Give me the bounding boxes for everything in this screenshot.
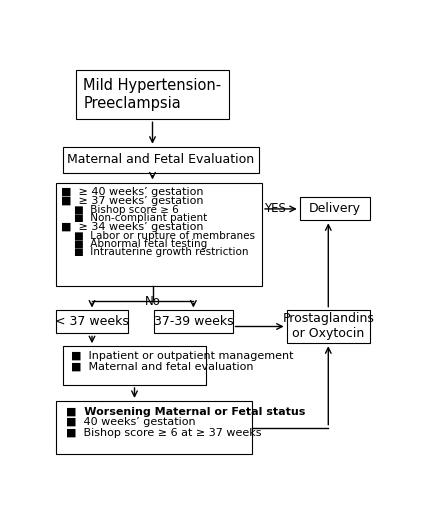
Text: YES: YES	[264, 202, 285, 215]
Text: ■  ≥ 40 weeks’ gestation: ■ ≥ 40 weeks’ gestation	[61, 187, 203, 197]
Text: Delivery: Delivery	[309, 202, 361, 215]
Text: ■  Intrauterine growth restriction: ■ Intrauterine growth restriction	[74, 247, 249, 257]
FancyBboxPatch shape	[62, 147, 259, 173]
FancyBboxPatch shape	[56, 183, 262, 286]
Text: ■  Non-compliant patient: ■ Non-compliant patient	[74, 213, 207, 223]
Text: < 37 weeks: < 37 weeks	[55, 315, 129, 329]
Text: No: No	[145, 295, 160, 307]
FancyBboxPatch shape	[287, 310, 370, 344]
Text: ■  Inpatient or outpatient management: ■ Inpatient or outpatient management	[71, 351, 293, 362]
FancyBboxPatch shape	[154, 311, 233, 333]
Text: 37-39 weeks: 37-39 weeks	[154, 315, 233, 329]
Text: ■  ≥ 34 weeks’ gestation: ■ ≥ 34 weeks’ gestation	[61, 222, 203, 232]
FancyBboxPatch shape	[62, 346, 206, 385]
FancyBboxPatch shape	[56, 401, 252, 454]
Text: Prostaglandins
or Oxytocin: Prostaglandins or Oxytocin	[282, 313, 374, 340]
Text: ■  Maternal and fetal evaluation: ■ Maternal and fetal evaluation	[71, 362, 253, 371]
FancyBboxPatch shape	[300, 197, 370, 220]
Text: ■  Bishop score ≥ 6: ■ Bishop score ≥ 6	[74, 205, 179, 215]
Text: ■  40 weeks’ gestation: ■ 40 weeks’ gestation	[66, 417, 195, 427]
FancyBboxPatch shape	[76, 70, 230, 119]
Text: ■  Labor or rupture of membranes: ■ Labor or rupture of membranes	[74, 231, 255, 241]
FancyBboxPatch shape	[56, 311, 128, 333]
Text: Mild Hypertension-
Preeclampsia: Mild Hypertension- Preeclampsia	[84, 78, 222, 111]
Text: ■  ≥ 37 weeks’ gestation: ■ ≥ 37 weeks’ gestation	[61, 196, 203, 207]
Text: ■  Abnormal fetal testing: ■ Abnormal fetal testing	[74, 239, 207, 249]
Text: ■  Worsening Maternal or Fetal status: ■ Worsening Maternal or Fetal status	[66, 406, 305, 417]
Text: Maternal and Fetal Evaluation: Maternal and Fetal Evaluation	[67, 153, 254, 166]
Text: ■  Bishop score ≥ 6 at ≥ 37 weeks: ■ Bishop score ≥ 6 at ≥ 37 weeks	[66, 428, 261, 438]
